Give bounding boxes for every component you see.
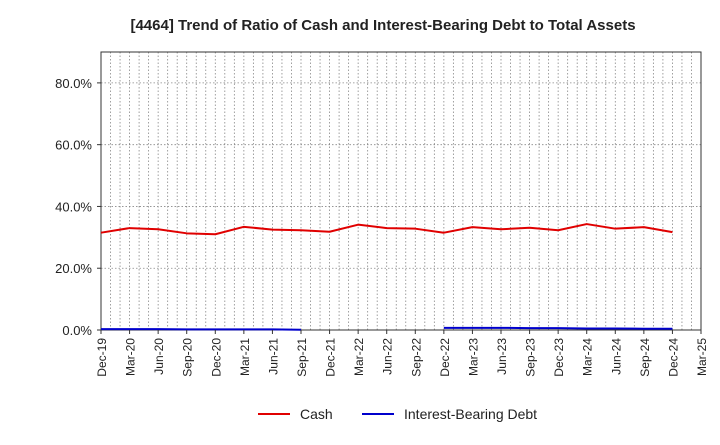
legend-cash-label: Cash <box>300 406 333 422</box>
plot-frame <box>100 51 702 331</box>
x-tick-label: Sep-20 <box>181 338 195 377</box>
x-axis: Dec-19 Mar-20 Jun-20 Sep-20 Dec-20 Mar-21 Jun-… <box>95 330 709 377</box>
x-tick-label: Dec-22 <box>438 338 452 377</box>
y-tick-label: 0.0% <box>62 323 92 338</box>
x-tick-label: Sep-24 <box>638 338 652 377</box>
legend: Cash Interest-Bearing Debt <box>258 406 537 422</box>
y-axis: 0.0% 20.0% 40.0% 60.0% 80.0% <box>55 76 101 338</box>
series-layer <box>100 223 673 331</box>
x-tick-label: Mar-21 <box>238 338 252 376</box>
x-tick-label: Mar-20 <box>124 338 138 376</box>
series-debt-line <box>101 328 302 331</box>
x-tick-label: Jun-21 <box>266 338 280 375</box>
series-debt-line <box>443 326 673 330</box>
y-tick-label: 60.0% <box>55 138 92 153</box>
x-tick-label: Dec-24 <box>666 338 680 377</box>
y-tick-label: 80.0% <box>55 76 92 91</box>
x-tick-label: Jun-23 <box>495 338 509 375</box>
x-tick-label: Mar-22 <box>352 338 366 376</box>
x-tick-label: Sep-23 <box>524 338 538 377</box>
x-tick-label: Mar-24 <box>581 338 595 376</box>
y-tick-label: 40.0% <box>55 199 92 214</box>
chart-title: [4464] Trend of Ratio of Cash and Intere… <box>130 17 635 34</box>
x-tick-label: Dec-20 <box>209 338 223 377</box>
x-tick-label: Dec-23 <box>552 338 566 377</box>
legend-debt-label: Interest-Bearing Debt <box>404 406 537 422</box>
series-cash-line <box>100 223 673 236</box>
x-tick-label: Jun-22 <box>381 338 395 375</box>
x-tick-label: Dec-19 <box>95 338 109 377</box>
x-tick-label: Jun-24 <box>609 338 623 375</box>
grid <box>101 52 701 330</box>
y-tick-label: 20.0% <box>55 261 92 276</box>
x-tick-label: Dec-21 <box>324 338 338 377</box>
x-tick-label: Jun-20 <box>152 338 166 375</box>
x-tick-label: Mar-25 <box>695 338 709 376</box>
x-tick-label: Sep-21 <box>295 338 309 377</box>
x-tick-label: Mar-23 <box>466 338 480 376</box>
x-tick-label: Sep-22 <box>409 338 423 377</box>
